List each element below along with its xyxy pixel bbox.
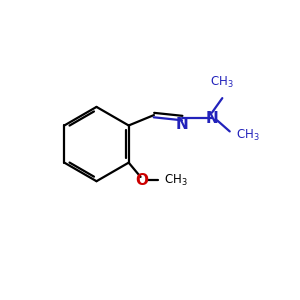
Text: CH$_3$: CH$_3$ bbox=[211, 75, 234, 90]
Text: O: O bbox=[136, 173, 148, 188]
Text: N: N bbox=[176, 117, 189, 132]
Text: N: N bbox=[206, 110, 218, 125]
Text: CH$_3$: CH$_3$ bbox=[236, 128, 260, 143]
Text: CH$_3$: CH$_3$ bbox=[164, 173, 188, 188]
